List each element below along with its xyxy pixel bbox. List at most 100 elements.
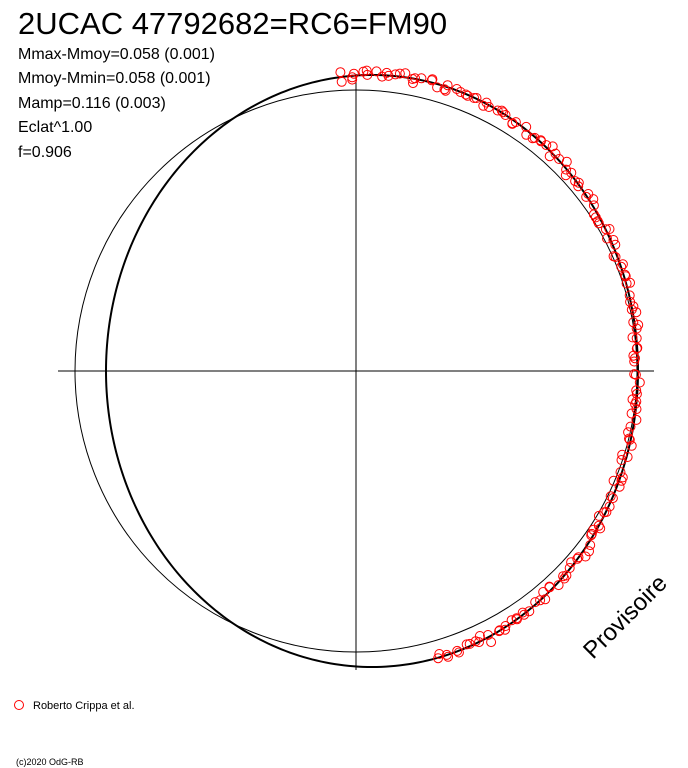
data-point	[427, 74, 438, 85]
data-point	[500, 624, 511, 635]
data-point	[627, 332, 638, 343]
data-point	[524, 606, 535, 617]
data-point	[452, 645, 463, 656]
data-point	[443, 651, 454, 662]
data-point	[559, 573, 570, 584]
data-point	[474, 631, 485, 641]
data-point	[583, 189, 594, 199]
data-point	[558, 571, 569, 582]
data-point	[441, 649, 452, 660]
data-point	[540, 594, 551, 605]
data-point	[335, 67, 346, 78]
data-point	[585, 540, 596, 551]
data-point	[481, 97, 492, 108]
data-point	[538, 587, 549, 597]
data-point	[595, 523, 606, 534]
data-point	[544, 581, 555, 592]
data-points	[335, 65, 645, 664]
data-point	[586, 528, 597, 539]
data-point	[474, 637, 484, 648]
data-point	[564, 563, 575, 573]
data-point	[610, 252, 621, 262]
data-point	[433, 653, 444, 664]
data-point	[383, 70, 394, 81]
data-point	[616, 261, 627, 272]
data-point	[561, 164, 572, 175]
data-point	[553, 580, 564, 591]
data-point	[631, 388, 642, 399]
data-point	[631, 333, 642, 344]
data-point	[588, 194, 599, 205]
data-point	[494, 626, 505, 637]
data-point	[605, 491, 616, 502]
data-point	[554, 154, 565, 164]
data-point	[498, 107, 509, 118]
data-point	[593, 218, 604, 229]
data-point	[610, 239, 621, 250]
data-point	[626, 440, 637, 451]
data-point	[478, 100, 489, 111]
data-point	[550, 148, 561, 159]
data-point	[625, 296, 636, 307]
data-point	[439, 84, 450, 95]
data-point	[440, 85, 451, 96]
data-point	[607, 493, 618, 504]
data-point	[371, 66, 382, 77]
data-point	[570, 176, 581, 187]
data-point	[521, 121, 532, 132]
data-point	[633, 319, 644, 330]
data-point	[593, 520, 604, 531]
data-point	[483, 630, 493, 640]
data-point	[492, 105, 503, 116]
data-point	[617, 472, 628, 483]
data-point	[451, 84, 462, 94]
data-point	[580, 551, 591, 562]
data-point	[623, 427, 634, 438]
data-point	[530, 597, 541, 608]
data-point	[615, 467, 626, 478]
data-point	[617, 449, 628, 460]
data-point	[469, 93, 480, 103]
data-point	[347, 74, 358, 85]
data-point	[460, 89, 471, 100]
data-point	[560, 170, 571, 181]
copyright-text: (c)2020 OdG-RB	[16, 757, 84, 767]
data-point	[588, 200, 599, 211]
data-point	[547, 141, 558, 152]
data-point	[584, 546, 594, 557]
data-point	[608, 475, 619, 486]
data-point	[336, 76, 347, 87]
data-point	[624, 434, 635, 445]
data-point	[500, 621, 511, 631]
data-point	[581, 191, 592, 202]
data-point	[432, 82, 443, 93]
data-point	[625, 421, 636, 432]
data-point	[604, 224, 615, 234]
data-point	[507, 118, 518, 129]
stat-line-3: Mamp=0.116 (0.003)	[18, 95, 166, 112]
data-point	[629, 369, 640, 380]
data-point	[573, 552, 584, 563]
data-point	[590, 212, 601, 223]
stat-line-2: Mmoy-Mmin=0.058 (0.001)	[18, 70, 211, 87]
data-point	[630, 353, 640, 364]
data-point	[408, 78, 418, 89]
model-curve	[104, 73, 640, 669]
data-point	[616, 455, 627, 465]
data-point	[599, 507, 610, 518]
data-point	[617, 259, 628, 270]
data-point	[464, 638, 475, 649]
stat-line-4: Eclat^1.00	[18, 119, 92, 136]
data-point	[358, 66, 369, 77]
data-point	[608, 235, 619, 245]
data-point	[600, 224, 611, 235]
data-point	[604, 501, 615, 512]
data-point	[566, 167, 577, 178]
data-point	[620, 271, 631, 282]
data-point	[631, 404, 642, 415]
data-point	[517, 607, 528, 618]
data-point	[512, 614, 522, 625]
data-point	[624, 433, 634, 444]
data-point	[455, 87, 466, 97]
